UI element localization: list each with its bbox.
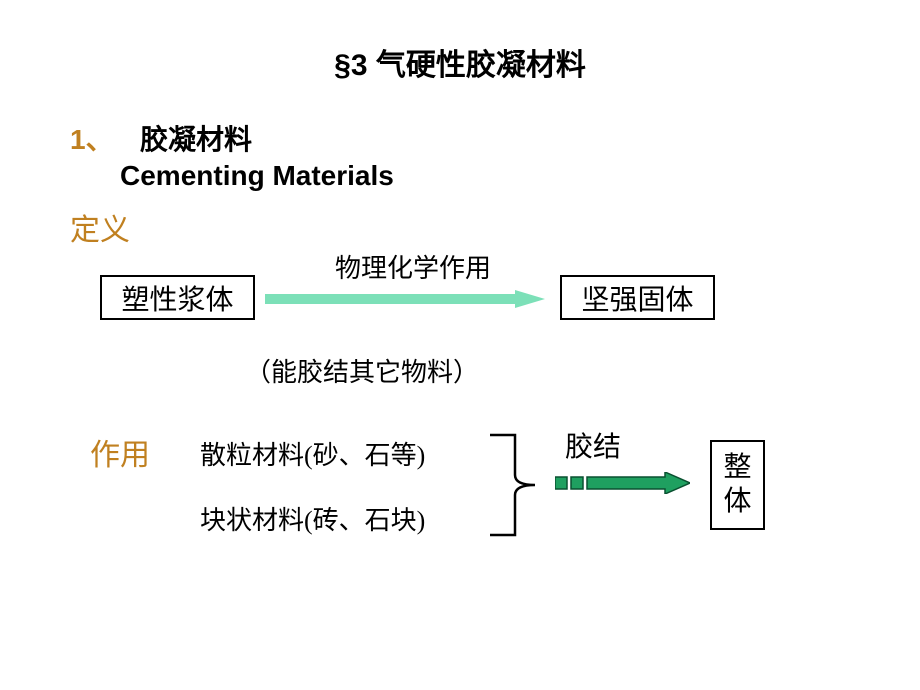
box-whole-line2: 体	[723, 485, 751, 519]
action-label: 作用	[90, 430, 150, 474]
arrow2-seg2	[571, 477, 583, 489]
box-plastic-slurry-text: 塑性浆体	[121, 278, 233, 318]
material-block: 块状材料(砖、石块)	[200, 500, 425, 537]
section-title-cn: 胶凝材料	[140, 118, 252, 158]
arrow-physicochemical	[265, 290, 545, 308]
material-granular: 散粒材料(砂、石等)	[200, 435, 425, 472]
box-whole: 整 体	[710, 440, 765, 530]
box-strong-solid: 坚强固体	[560, 275, 715, 320]
arrow-cementation	[555, 472, 690, 494]
arrow2-main	[587, 472, 690, 494]
arrow1-label: 物理化学作用	[335, 248, 491, 285]
arrow1-shape	[265, 290, 545, 308]
box-plastic-slurry: 塑性浆体	[100, 275, 255, 320]
section-number: 1、	[70, 118, 114, 158]
section-title-en: Cementing Materials	[120, 160, 394, 192]
box-strong-solid-text: 坚强固体	[581, 278, 693, 318]
arrow2-label: 胶结	[565, 425, 621, 465]
page-title: §3 气硬性胶凝材料	[0, 40, 920, 84]
brace-icon	[480, 430, 550, 540]
definition-subnote: （能胶结其它物料）	[245, 352, 479, 389]
definition-label: 定义	[70, 205, 130, 249]
brace-path	[490, 435, 535, 535]
arrow2-seg1	[555, 477, 567, 489]
box-whole-line1: 整	[723, 451, 751, 485]
